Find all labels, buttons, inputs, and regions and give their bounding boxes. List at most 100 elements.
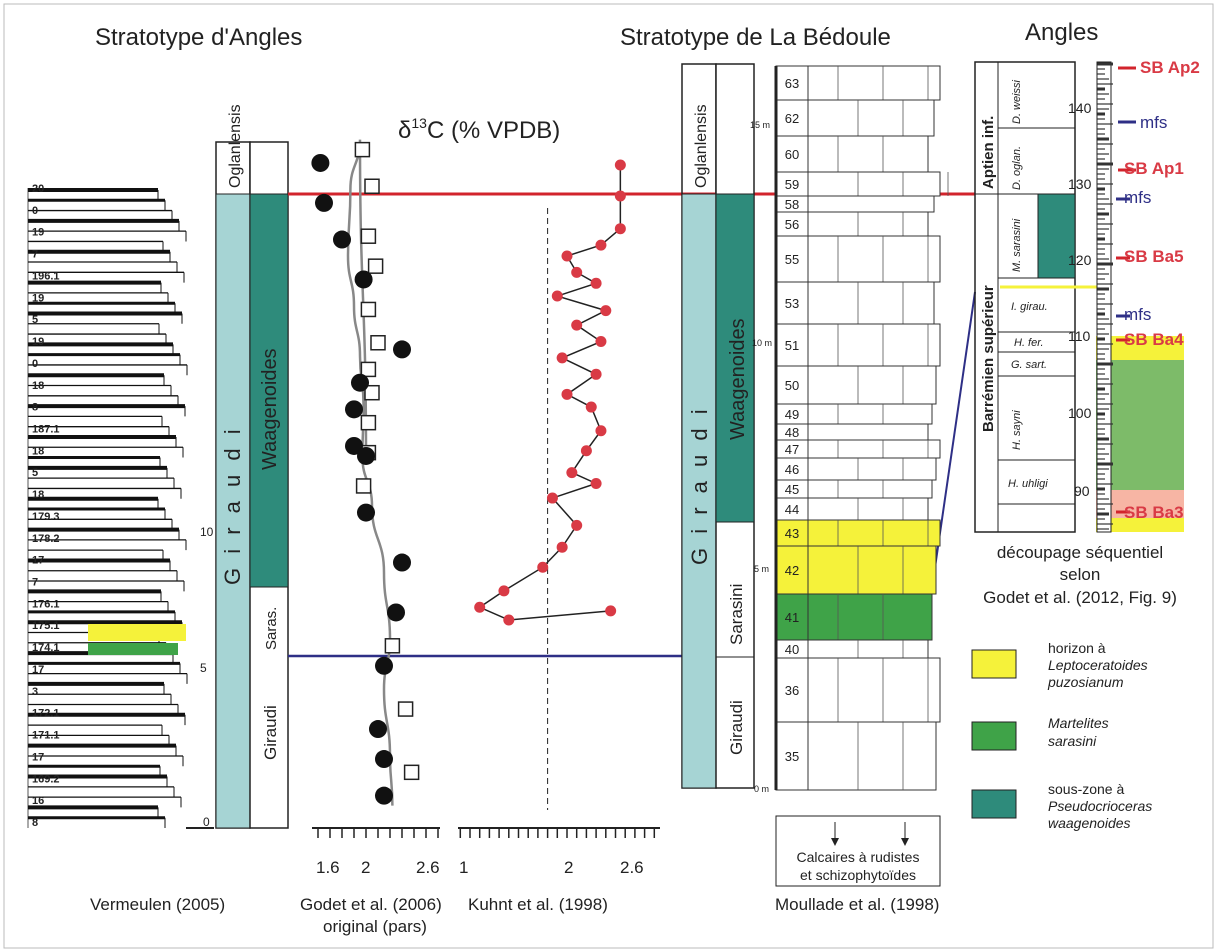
bedoule-scale-10: 10 m [752, 338, 772, 348]
bedoule-bed-label: 53 [785, 296, 799, 311]
marker-sb-ba4: SB Ba4 [1124, 330, 1184, 349]
log-left-label: 175.1 [32, 620, 60, 632]
kuhnt-tick-1: 1 [459, 858, 468, 877]
kuhnt-point [561, 250, 573, 262]
zone-h-fer: H. fer. [1014, 337, 1044, 349]
log-left-labels: 20 0 19 7 196.1 19 5 19 0 18 8 187.1 18 5 18 179.3 178.2… [32, 183, 60, 829]
godet-circle-point [345, 400, 363, 419]
legend-swatch-yellow [971, 649, 1017, 679]
kuhnt-point [605, 605, 617, 617]
right-caption-2: selon [1060, 565, 1101, 584]
log-left-label: 178.2 [32, 533, 60, 545]
godet-circle-point [387, 603, 405, 622]
bedoule-bed [775, 479, 933, 499]
bedoule-bed [775, 65, 941, 101]
kuhnt-points [474, 159, 626, 626]
kuhnt-point [614, 159, 626, 171]
kuhnt-line [478, 165, 622, 621]
bedoule-giraudi: G i r a u d i [687, 405, 712, 565]
stage-aptien: Aptien inf. [980, 116, 997, 189]
bedoule-bed-label: 55 [785, 252, 799, 267]
log-left-label: 19 [32, 292, 44, 304]
bedoule-note-1: Calcaires à rudistes [797, 849, 920, 865]
bedoule-bed-label: 35 [785, 749, 799, 764]
caption-godet-1: Godet et al. (2006) [300, 895, 442, 914]
legend-3-l1: sous-zone à [1048, 781, 1124, 797]
log-left-label: 20 [32, 183, 44, 195]
bedoule-bed [775, 281, 935, 325]
legend-swatch-teal [971, 789, 1017, 819]
kuhnt-tick-2: 2 [564, 858, 573, 877]
right-scale-100: 100 [1068, 405, 1092, 421]
log-left-label: 17 [32, 751, 44, 763]
bedoule-bed [775, 323, 941, 367]
godet-circle-point [357, 446, 375, 465]
title-angles: Stratotype d'Angles [95, 24, 302, 51]
marker-sb-ba3: SB Ba3 [1124, 503, 1184, 522]
right-yellow-band-bottom [1096, 518, 1184, 532]
bedoule-waagenoides-band [715, 193, 755, 523]
left-scale-5: 5 [200, 661, 207, 675]
zone-d-oglan: D. oglan. [1011, 146, 1023, 190]
godet-circles [311, 153, 411, 805]
kuhnt-1998-plot: 1 2 2.6 [458, 159, 660, 877]
bedoule-bed-label: 49 [785, 407, 799, 422]
legend: horizon à Leptoceratoides puzosianum Mar… [971, 640, 1152, 831]
bedoule-bed-label: 48 [785, 425, 799, 440]
right-scale-110: 110 [1068, 328, 1091, 344]
godet-square-point [364, 384, 380, 401]
log-left-label: 17 [32, 555, 44, 567]
bedoule-bed [775, 519, 941, 547]
bedoule-bed-label: 45 [785, 482, 799, 497]
marker-sb-ap1: SB Ap1 [1124, 159, 1184, 178]
bedoule-log: 63 62 60 59 58 56 55 53 51 50 49 48 47 46 45 44 43 42 41 40… [750, 65, 949, 887]
angles-giraudi-lower: Giraudi [261, 705, 280, 760]
kuhnt-point [595, 239, 607, 251]
bedoule-bed [775, 439, 941, 459]
bedoule-bed [775, 657, 941, 723]
log-left-label: 176.1 [32, 598, 60, 610]
kuhnt-point [585, 401, 597, 413]
godet-square-point [360, 414, 377, 431]
legend-1-l1: horizon à [1048, 640, 1106, 656]
godet-square-point [364, 178, 380, 194]
kuhnt-point [590, 478, 602, 489]
godet-circle-point [393, 340, 411, 359]
marker-mfs-1: mfs [1140, 113, 1167, 132]
log-left-label: 7 [32, 249, 38, 261]
kuhnt-point [551, 290, 563, 302]
kuhnt-point [590, 368, 602, 380]
angles-sequence-panel: Aptien inf. Barrémien supérieur D. weiss… [974, 58, 1200, 607]
godet-square-point [403, 764, 420, 781]
zone-g-sart: G. sart. [1011, 359, 1047, 371]
bedoule-scale-5: 5 m [754, 564, 769, 574]
vermeulen-log: 20 0 19 7 196.1 19 5 19 0 18 8 187.1 18 5 18 179.3 178.2… [27, 183, 214, 829]
godet-circle-point [311, 153, 330, 172]
kuhnt-point [498, 585, 510, 597]
legend-3-l3: waagenoides [1048, 815, 1131, 831]
log-left-label: 187.1 [32, 423, 60, 435]
bedoule-zonation: Oglanlensis G i r a u d i Waagenoides Sa… [681, 63, 755, 789]
marker-sb-ba5: SB Ba5 [1124, 247, 1184, 266]
log-left-label: 19 [32, 336, 44, 348]
godet-square-point [370, 335, 386, 351]
kuhnt-point [590, 277, 602, 289]
bedoule-oglanlensis: Oglanlensis [693, 104, 710, 188]
stage-barremien: Barrémien supérieur [980, 285, 997, 432]
godet-square-point [360, 361, 377, 378]
godet-circle-point [375, 786, 393, 805]
log-left-label: 17 [32, 664, 44, 676]
marker-mfs-3: mfs [1124, 305, 1151, 324]
godet-square-point [384, 638, 401, 654]
bedoule-bed-label: 43 [785, 526, 799, 541]
bedoule-bed-label: 59 [785, 177, 799, 192]
log-left-label: 172.1 [32, 708, 60, 720]
godet-circle-point [357, 503, 375, 522]
legend-2-l1: Martelites [1048, 715, 1109, 731]
zone-i-girau: I. girau. [1011, 301, 1048, 313]
godet-circle-point [354, 270, 373, 289]
godet-tick-2: 2 [361, 858, 370, 877]
godet-circle-point [375, 656, 393, 675]
bedoule-bed-label: 60 [785, 147, 799, 162]
log-left-label: 5 [32, 314, 38, 326]
